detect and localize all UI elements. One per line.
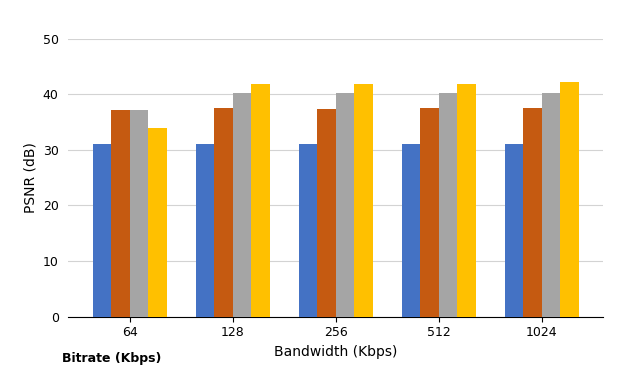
Bar [130,110,149,317]
Bar [233,93,251,317]
Bar [457,84,476,317]
Bar [251,84,270,317]
Bar [420,108,439,317]
Bar [402,144,420,317]
Bar [317,108,336,317]
Y-axis label: PSNR (dB): PSNR (dB) [23,142,37,213]
Bar [542,93,560,317]
Bar [93,144,111,317]
Bar [439,93,457,317]
Bar [299,144,317,317]
Bar [111,110,130,317]
Bar [355,84,373,317]
X-axis label: Bandwidth (Kbps): Bandwidth (Kbps) [274,345,397,359]
Text: Bitrate (Kbps): Bitrate (Kbps) [62,352,162,366]
Bar [336,93,355,317]
Bar [149,127,167,317]
Bar [560,82,579,317]
Bar [505,144,523,317]
Bar [215,108,233,317]
Bar [523,108,542,317]
Bar [196,144,215,317]
